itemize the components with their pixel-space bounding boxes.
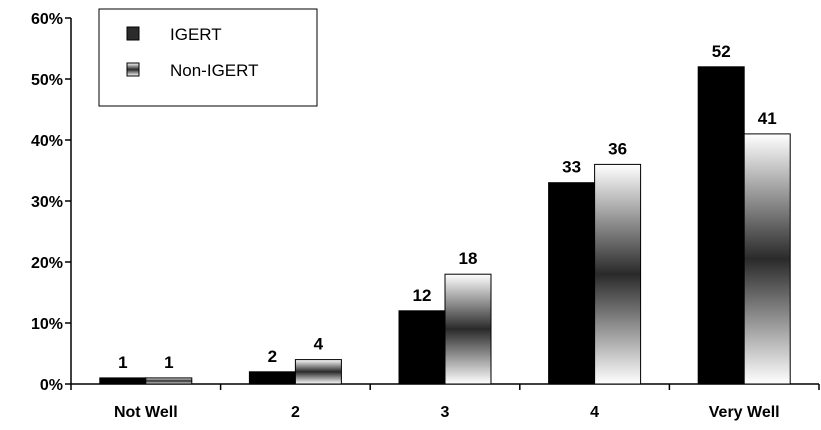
data-label-igert: 12 <box>413 286 432 305</box>
data-label-non-igert: 1 <box>164 353 173 372</box>
legend-box <box>98 8 318 107</box>
y-tick-label: 50% <box>31 72 63 89</box>
bar-non-igert <box>294 359 342 385</box>
data-label-igert: 1 <box>118 353 127 372</box>
legend-swatch-igert <box>126 26 140 41</box>
data-label-non-igert: 36 <box>608 139 627 158</box>
legend: IGERT Non-IGERT <box>98 8 318 107</box>
data-label-non-igert: 4 <box>314 335 324 354</box>
bar-igert <box>548 182 596 385</box>
y-tick-label: 20% <box>31 255 63 272</box>
data-label-non-igert: 18 <box>459 249 478 268</box>
x-tick-label: 2 <box>291 404 300 421</box>
x-tick-label: Very Well <box>709 404 780 421</box>
legend-label-igert: IGERT <box>170 25 222 44</box>
bar-non-igert <box>145 377 193 385</box>
legend-label-non-igert: Non-IGERT <box>170 61 259 80</box>
bar-non-igert <box>594 163 642 385</box>
bar-igert <box>398 310 446 385</box>
y-tick-label: 40% <box>31 133 63 150</box>
y-tick-label: 30% <box>31 194 63 211</box>
x-tick-label: 4 <box>590 404 599 421</box>
x-axis: Not Well 2 3 4 Very Well <box>70 383 820 421</box>
bar-non-igert <box>444 273 492 385</box>
y-tick-label: 0% <box>40 377 63 394</box>
legend-swatch-non-igert <box>126 62 140 77</box>
x-tick-label: 3 <box>441 404 450 421</box>
data-label-igert: 52 <box>712 42 731 61</box>
data-label-igert: 2 <box>268 347 277 366</box>
data-label-igert: 33 <box>562 158 581 177</box>
x-tick-label: Not Well <box>114 404 178 421</box>
bar-igert <box>248 371 296 385</box>
y-axis: 0% 10% 20% 30% 40% 50% 60% <box>31 11 72 394</box>
bar-igert <box>99 377 147 385</box>
bars <box>99 66 791 385</box>
bar-igert <box>697 66 745 385</box>
y-tick-label: 60% <box>31 11 63 28</box>
data-label-non-igert: 41 <box>758 109 777 128</box>
y-tick-label: 10% <box>31 316 63 333</box>
bar-non-igert <box>743 133 791 385</box>
